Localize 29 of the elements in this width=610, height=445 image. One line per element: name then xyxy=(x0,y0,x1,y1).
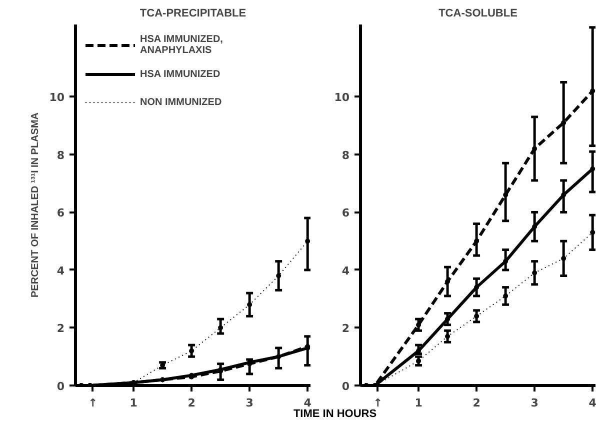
y-tick-label: 8 xyxy=(56,148,64,162)
chart-title: TCA-PRECIPITABLE xyxy=(140,8,246,20)
legend-label: NON IMMUNIZED xyxy=(140,96,222,108)
x-tick-label: 3 xyxy=(246,396,254,410)
y-tick-label: 2 xyxy=(56,322,64,336)
y-tick-label: 0 xyxy=(56,380,65,393)
y-tick-label: 2 xyxy=(342,322,350,336)
x-axis-title: TIME IN HOURS xyxy=(293,407,377,422)
x-tick-label: ↑ xyxy=(373,396,383,410)
x-tick-label: 4 xyxy=(304,396,312,410)
x-tick-label: 3 xyxy=(530,396,538,410)
legend-label: HSA IMMUNIZED, ANAPHYLAXIS xyxy=(140,34,223,56)
y-tick-label: 6 xyxy=(342,206,350,220)
y-tick-label: 0 xyxy=(342,380,350,393)
y-tick-label: 4 xyxy=(342,264,350,278)
x-tick-label: 4 xyxy=(588,396,597,410)
x-tick-label: 1 xyxy=(414,396,422,410)
legend-label: HSA IMMUNIZED xyxy=(140,68,220,80)
x-tick-label: 2 xyxy=(472,396,480,410)
y-tick-label: 6 xyxy=(56,206,65,220)
x-tick-label: ↑ xyxy=(88,396,98,410)
x-tick-label: 1 xyxy=(130,396,138,410)
chart-title: TCA-SOLUBLE xyxy=(438,8,518,20)
y-tick-label: 8 xyxy=(342,148,350,162)
y-tick-label: 10 xyxy=(49,91,65,104)
y-axis-title: PERCENT OF INHALED ¹³¹I IN PLASMA xyxy=(30,112,42,298)
x-tick-label: 2 xyxy=(188,396,196,410)
y-tick-label: 4 xyxy=(56,264,65,278)
y-tick-label: 10 xyxy=(334,91,350,104)
